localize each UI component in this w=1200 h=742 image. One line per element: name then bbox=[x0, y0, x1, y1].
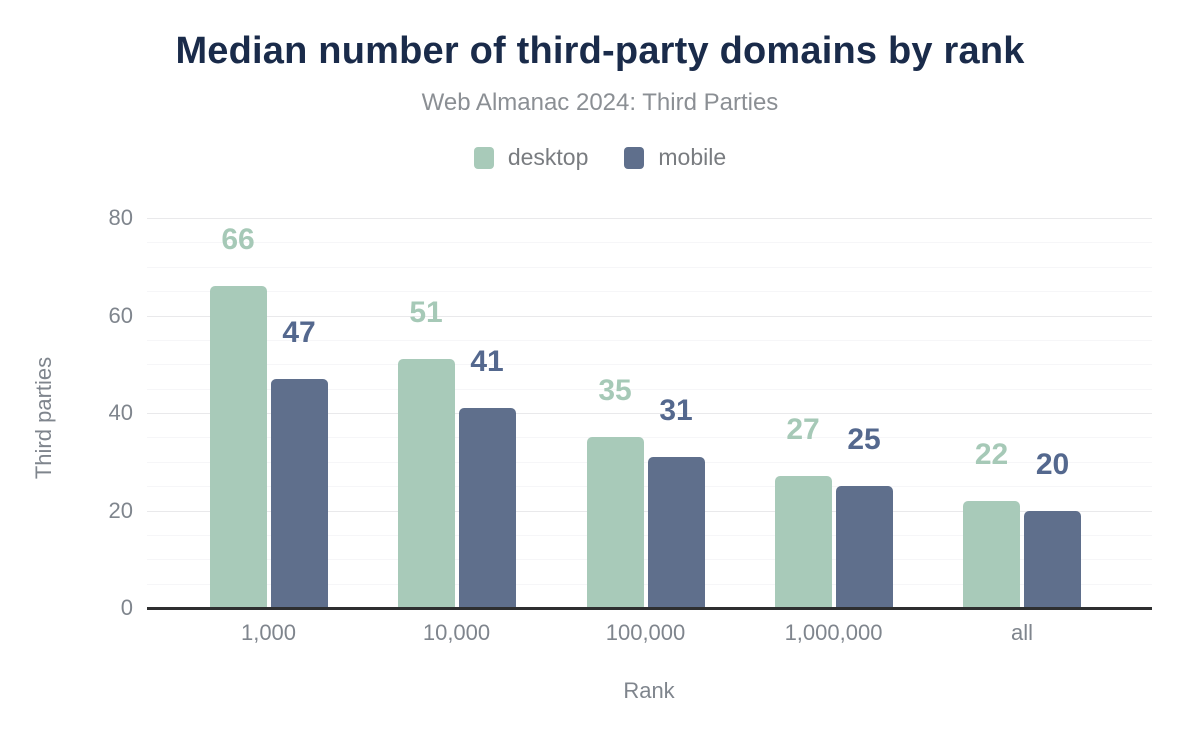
bar-value-desktop-100,000: 35 bbox=[598, 374, 632, 408]
gridline-minor-45 bbox=[147, 388, 1152, 390]
x-tick-100,000: 100,000 bbox=[605, 620, 686, 645]
bar-desktop-1,000 bbox=[209, 286, 267, 608]
bar-value-desktop-1,000: 66 bbox=[221, 223, 255, 257]
bar-mobile-all bbox=[1024, 510, 1081, 608]
y-axis-title: Third parties bbox=[31, 356, 56, 480]
bar-mobile-10,000 bbox=[458, 408, 516, 608]
x-tick-10,000: 10,000 bbox=[422, 620, 491, 645]
gridline-minor-55 bbox=[147, 339, 1152, 341]
bar-desktop-100,000 bbox=[586, 437, 644, 608]
gridline-minor-35 bbox=[147, 437, 1152, 439]
bar-value-mobile-1,000,000: 25 bbox=[847, 423, 881, 457]
chart-subtitle: Web Almanac 2024: Third Parties bbox=[421, 89, 779, 116]
gridline-major-60 bbox=[147, 315, 1152, 317]
gridline-minor-70 bbox=[147, 266, 1152, 268]
legend-swatch-desktop bbox=[473, 146, 494, 169]
legend-label: desktop bbox=[507, 144, 589, 170]
legend-swatch-mobile bbox=[624, 146, 645, 169]
x-axis-line bbox=[147, 606, 1152, 610]
legend-item-desktop: desktop bbox=[473, 144, 589, 171]
x-tick-1,000,000: 1,000,000 bbox=[784, 620, 883, 645]
bar-mobile-1,000,000 bbox=[835, 486, 893, 608]
bar-value-mobile-100,000: 31 bbox=[659, 393, 693, 427]
legend-label: mobile bbox=[658, 144, 727, 170]
gridline-minor-50 bbox=[147, 364, 1152, 366]
y-tick-60: 60 bbox=[108, 302, 133, 328]
y-tick-20: 20 bbox=[108, 497, 133, 523]
gridline-minor-75 bbox=[147, 242, 1152, 244]
bar-value-desktop-all: 22 bbox=[974, 437, 1009, 471]
bar-value-mobile-10,000: 41 bbox=[470, 345, 504, 379]
bar-value-desktop-1,000,000: 27 bbox=[786, 413, 820, 447]
bar-mobile-100,000 bbox=[647, 456, 705, 608]
gridline-major-40 bbox=[147, 413, 1152, 414]
x-tick-all: all bbox=[1010, 620, 1033, 645]
y-tick-40: 40 bbox=[108, 400, 133, 425]
bar-value-mobile-all: 20 bbox=[1035, 447, 1070, 481]
legend-item-mobile: mobile bbox=[624, 144, 726, 171]
bar-mobile-1,000 bbox=[270, 378, 328, 608]
y-tick-0: 0 bbox=[120, 595, 133, 620]
bar-desktop-all bbox=[963, 500, 1020, 608]
gridline-major-80 bbox=[147, 218, 1152, 219]
bar-desktop-10,000 bbox=[397, 359, 455, 608]
y-tick-80: 80 bbox=[108, 205, 133, 230]
chart-title: Median number of third-party domains by … bbox=[175, 30, 1025, 72]
bar-value-mobile-1,000: 47 bbox=[282, 315, 316, 349]
x-axis-title: Rank bbox=[623, 678, 675, 703]
bar-value-desktop-10,000: 51 bbox=[409, 296, 443, 330]
gridline-minor-65 bbox=[147, 291, 1152, 293]
bar-desktop-1,000,000 bbox=[774, 476, 832, 608]
chart-legend: desktop mobile bbox=[0, 144, 1200, 171]
x-tick-1,000: 1,000 bbox=[240, 620, 297, 645]
